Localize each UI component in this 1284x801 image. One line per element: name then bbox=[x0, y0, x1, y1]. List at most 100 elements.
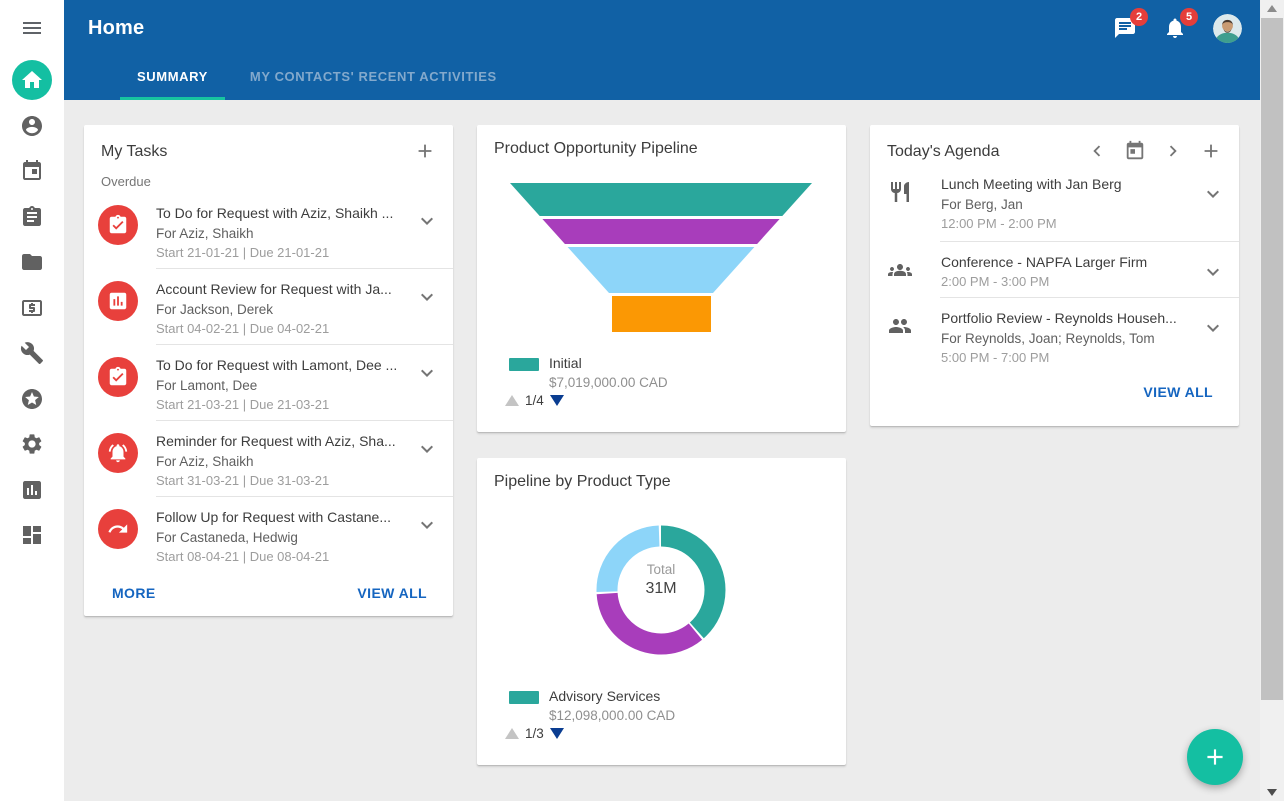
task-dates: Start 04-02-21 | Due 04-02-21 bbox=[156, 321, 330, 336]
todays-agenda-card: Today's Agenda Lunch Meeting with Jan Be… bbox=[870, 125, 1239, 426]
sidebar-item-tools[interactable] bbox=[12, 333, 52, 373]
assignment-turned-in-icon bbox=[107, 214, 129, 236]
expand-task-button[interactable] bbox=[415, 285, 439, 309]
task-dates: Start 21-03-21 | Due 21-03-21 bbox=[156, 397, 330, 412]
task-row: Follow Up for Request with Castane... Fo… bbox=[84, 497, 453, 573]
task-title: To Do for Request with Aziz, Shaikh ... bbox=[156, 205, 394, 221]
sidebar-item-reports[interactable] bbox=[12, 470, 52, 510]
tab-my-contacts-recent-activities[interactable]: MY CONTACTS' RECENT ACTIVITIES bbox=[233, 56, 514, 100]
hamburger-menu-button[interactable] bbox=[0, 0, 64, 56]
agenda-title: Today's Agenda bbox=[887, 143, 1000, 160]
sidebar-item-accounts[interactable] bbox=[12, 288, 52, 328]
accounts-icon bbox=[20, 296, 44, 320]
task-for: For Aziz, Shaikh bbox=[156, 226, 254, 241]
expand-task-button[interactable] bbox=[415, 513, 439, 537]
task-for: For Aziz, Shaikh bbox=[156, 454, 254, 469]
sidebar bbox=[0, 0, 64, 801]
task-row: Reminder for Request with Aziz, Sha... F… bbox=[84, 421, 453, 497]
task-type-badge bbox=[98, 205, 138, 245]
view-all-tasks-button[interactable]: VIEW ALL bbox=[357, 585, 427, 601]
divider bbox=[940, 297, 1239, 298]
agenda-item-time: 5:00 PM - 7:00 PM bbox=[941, 350, 1050, 365]
groups-icon bbox=[888, 258, 912, 282]
agenda-row: Portfolio Review - Reynolds Househ... Fo… bbox=[870, 298, 1239, 376]
vertical-scrollbar[interactable] bbox=[1260, 0, 1284, 801]
pager-label: 1/4 bbox=[525, 393, 544, 408]
task-for: For Castaneda, Hedwig bbox=[156, 530, 298, 545]
legend-name: Initial bbox=[549, 355, 582, 371]
tools-icon bbox=[20, 341, 44, 365]
chevron-down-icon bbox=[415, 209, 439, 233]
favorites-icon bbox=[20, 387, 44, 411]
scrollbar-thumb[interactable] bbox=[1261, 18, 1283, 700]
top-bar: Home 2 5 bbox=[64, 0, 1260, 56]
expand-agenda-button[interactable] bbox=[1201, 316, 1225, 340]
task-type-badge bbox=[98, 281, 138, 321]
task-title: Reminder for Request with Aziz, Sha... bbox=[156, 433, 396, 449]
sidebar-item-home[interactable] bbox=[12, 60, 52, 100]
funnel-chart bbox=[510, 183, 812, 332]
pager-down-icon[interactable] bbox=[549, 395, 564, 406]
legend-value: $7,019,000.00 CAD bbox=[549, 375, 668, 390]
tab-summary[interactable]: SUMMARY bbox=[120, 56, 225, 100]
legend-swatch bbox=[509, 358, 539, 371]
my-tasks-card: My Tasks Overdue To Do for Request with … bbox=[84, 125, 453, 616]
expand-agenda-button[interactable] bbox=[1201, 260, 1225, 284]
view-all-agenda-button[interactable]: VIEW ALL bbox=[1143, 384, 1213, 400]
task-row: To Do for Request with Lamont, Dee ... F… bbox=[84, 345, 453, 421]
agenda-item-title: Conference - NAPFA Larger Firm bbox=[941, 254, 1148, 270]
agenda-next-day-button[interactable] bbox=[1161, 140, 1185, 164]
scroll-up-button[interactable] bbox=[1260, 0, 1284, 17]
pager-up-icon[interactable] bbox=[505, 728, 519, 739]
donut-total-label: Total bbox=[646, 562, 676, 577]
agenda-date-picker-button[interactable] bbox=[1123, 140, 1147, 164]
task-type-badge bbox=[98, 433, 138, 473]
expand-task-button[interactable] bbox=[415, 437, 439, 461]
add-task-button[interactable] bbox=[413, 140, 437, 164]
pager-up-icon[interactable] bbox=[505, 395, 519, 406]
sidebar-item-dashboard[interactable] bbox=[12, 515, 52, 555]
home-icon bbox=[20, 68, 44, 92]
agenda-row: Conference - NAPFA Larger Firm 2:00 PM -… bbox=[870, 242, 1239, 298]
notifications-button[interactable]: 5 bbox=[1163, 8, 1198, 40]
pager-down-icon[interactable] bbox=[549, 728, 564, 739]
tasks-icon bbox=[20, 205, 44, 229]
task-for: For Jackson, Derek bbox=[156, 302, 274, 317]
task-dates: Start 31-03-21 | Due 31-03-21 bbox=[156, 473, 330, 488]
task-type-badge bbox=[98, 357, 138, 397]
dashboard-icon bbox=[20, 523, 44, 547]
sidebar-item-tasks[interactable] bbox=[12, 197, 52, 237]
avatar[interactable] bbox=[1213, 14, 1242, 43]
sidebar-item-settings[interactable] bbox=[12, 424, 52, 464]
expand-task-button[interactable] bbox=[415, 209, 439, 233]
add-agenda-item-button[interactable] bbox=[1199, 140, 1223, 164]
sidebar-item-calendar[interactable] bbox=[12, 151, 52, 191]
menu-icon bbox=[20, 16, 44, 40]
expand-agenda-button[interactable] bbox=[1201, 182, 1225, 206]
messages-button[interactable]: 2 bbox=[1113, 8, 1148, 40]
product-opportunity-pipeline-card: Product Opportunity Pipeline Initial $7,… bbox=[477, 125, 846, 432]
sidebar-item-documents[interactable] bbox=[12, 242, 52, 282]
overdue-label: Overdue bbox=[101, 174, 151, 189]
agenda-item-time: 2:00 PM - 3:00 PM bbox=[941, 274, 1050, 289]
scroll-down-button[interactable] bbox=[1260, 784, 1284, 801]
sidebar-item-favorites[interactable] bbox=[12, 379, 52, 419]
notifications-badge: 5 bbox=[1180, 8, 1198, 26]
expand-task-button[interactable] bbox=[415, 361, 439, 385]
scroll-down-icon bbox=[1267, 789, 1277, 796]
sidebar-item-contacts[interactable] bbox=[12, 106, 52, 146]
legend-value: $12,098,000.00 CAD bbox=[549, 708, 676, 723]
calendar-icon bbox=[20, 159, 44, 183]
add-fab-button[interactable] bbox=[1187, 729, 1243, 785]
task-for: For Lamont, Dee bbox=[156, 378, 258, 393]
top-bar-actions: 2 5 bbox=[1113, 8, 1260, 43]
agenda-prev-day-button[interactable] bbox=[1085, 140, 1109, 164]
contacts-icon bbox=[20, 114, 44, 138]
chevron-down-icon bbox=[1201, 182, 1225, 206]
donut-chart: Total 31M bbox=[581, 510, 741, 670]
chevron-down-icon bbox=[415, 513, 439, 537]
more-button[interactable]: MORE bbox=[112, 585, 156, 601]
task-title: To Do for Request with Lamont, Dee ... bbox=[156, 357, 398, 373]
chevron-down-icon bbox=[415, 437, 439, 461]
agenda-item-for: For Berg, Jan bbox=[941, 197, 1023, 212]
